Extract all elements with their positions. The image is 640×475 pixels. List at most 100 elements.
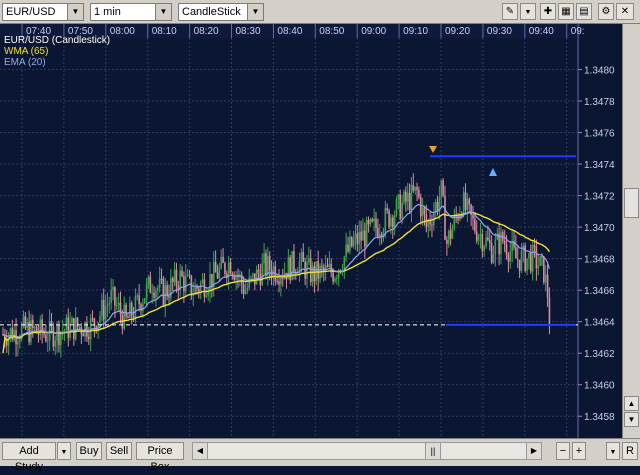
price-label: 1.3474 [584,160,615,171]
price-chart[interactable]: 07:40 07:50 08:00 08:10 08:20 08:30 08:40 08:50… [0,24,622,438]
candle-body [414,186,416,191]
candle-body [336,277,338,279]
sell-button[interactable]: Sell [106,442,132,460]
candle-body [423,207,426,215]
scroll-down-button[interactable]: ▼ [624,412,639,427]
chevron-down-icon[interactable]: ▼ [67,4,83,20]
horizontal-scrollbar[interactable]: ◀ || ▶ [192,442,542,460]
horizontal-lines [0,155,578,326]
candle-body [494,239,497,255]
settings-button[interactable]: ⚙ [598,3,614,20]
horizontal-scroll-thumb[interactable]: || [425,443,441,459]
candle-body [110,289,112,304]
candle-body [503,240,506,245]
candle-body [516,258,519,260]
time-label: 08:50 [319,26,344,37]
reset-button[interactable]: R [622,442,638,460]
candle-body [60,332,62,346]
reset-label: R [626,445,634,457]
candle-body [487,237,489,241]
candle-body [132,316,135,319]
candle-body [444,195,446,240]
chevron-up-icon: ▲ [627,399,636,408]
candle-body [436,201,439,211]
candle-body [326,265,329,268]
interval-select[interactable]: 1 min ▼ [90,3,172,21]
zoom-in-button[interactable]: + [572,442,586,460]
candle-body [533,245,536,248]
candle-body [30,319,32,343]
candle-body [78,326,81,328]
price-label: 1.3468 [584,255,615,266]
buy-label: Buy [79,445,99,457]
price-label: 1.3478 [584,97,615,108]
symbol-select[interactable]: EUR/USD ▼ [2,3,84,21]
candle-body [252,273,254,277]
candle-body [196,285,198,289]
candle-body [149,276,152,293]
candle-body [222,256,224,263]
candle-body [328,263,331,268]
candle-body [214,261,217,273]
price-box-button[interactable]: Price Box [136,442,184,473]
zoom-out-button[interactable]: − [556,442,570,460]
candle-body [399,194,402,219]
wma-line [2,211,550,354]
legend-ema: EMA (20) [4,57,46,68]
crosshair-button[interactable]: ✚ [540,3,556,20]
candle-body [198,288,200,292]
candle-body [382,231,385,237]
candle-body [104,306,107,320]
buy-button[interactable]: Buy [76,442,102,460]
add-study-menu-button[interactable]: ▼ [57,442,71,460]
scroll-right-button[interactable]: ▶ [526,443,541,459]
time-label: 09:00 [361,26,386,37]
layout-button[interactable]: ▤ [576,3,592,20]
draw-line-button[interactable]: ✎ [502,3,518,20]
add-study-button[interactable]: Add Study [2,442,56,473]
candle-body [492,254,495,263]
candle-body [287,257,290,280]
chevron-down-icon[interactable]: ▼ [247,4,263,20]
scroll-left-button[interactable]: ◀ [193,443,208,459]
candle-body [46,340,49,342]
candle-body [123,304,126,329]
grid-toggle-button[interactable]: ▦ [558,3,574,20]
draw-menu-button[interactable]: ▼ [520,3,536,20]
candle-body [405,191,407,202]
candle-body [505,244,508,256]
candle-body [11,328,14,340]
candle-body [406,192,409,202]
vertical-scroll-thumb[interactable] [624,188,639,218]
symbol-value: EUR/USD [6,6,56,18]
candle-body [80,326,83,334]
candle-body [32,319,34,329]
candle-body [531,245,534,272]
candle-body [332,272,334,282]
candle-body [194,285,196,295]
candle-body [388,210,390,227]
candle-body [278,281,280,285]
price-label: 1.3464 [584,318,615,329]
candle-body [160,278,163,280]
candle-body [54,340,57,347]
time-label: 08:40 [277,26,302,37]
candle-body [364,230,366,247]
candle-body [403,191,405,203]
vertical-scrollbar[interactable]: ▲ ▼ [622,24,640,438]
chevron-down-icon: ▼ [627,415,636,424]
scroll-down-axis-button[interactable]: ▼ [606,442,620,460]
candle-body [358,231,361,245]
close-chart-button[interactable]: ✕ [616,3,634,20]
candle-body [507,255,510,262]
candle-body [421,207,424,217]
candle-body [373,218,375,222]
candle-body [350,236,353,247]
candle-body [145,283,148,299]
scroll-up-button[interactable]: ▲ [624,396,639,411]
candle-body [321,265,323,268]
chevron-down-icon[interactable]: ▼ [155,4,171,20]
chart-type-select[interactable]: CandleStick ▼ [178,3,264,21]
candle-body [375,218,377,228]
candle-body [440,180,443,198]
